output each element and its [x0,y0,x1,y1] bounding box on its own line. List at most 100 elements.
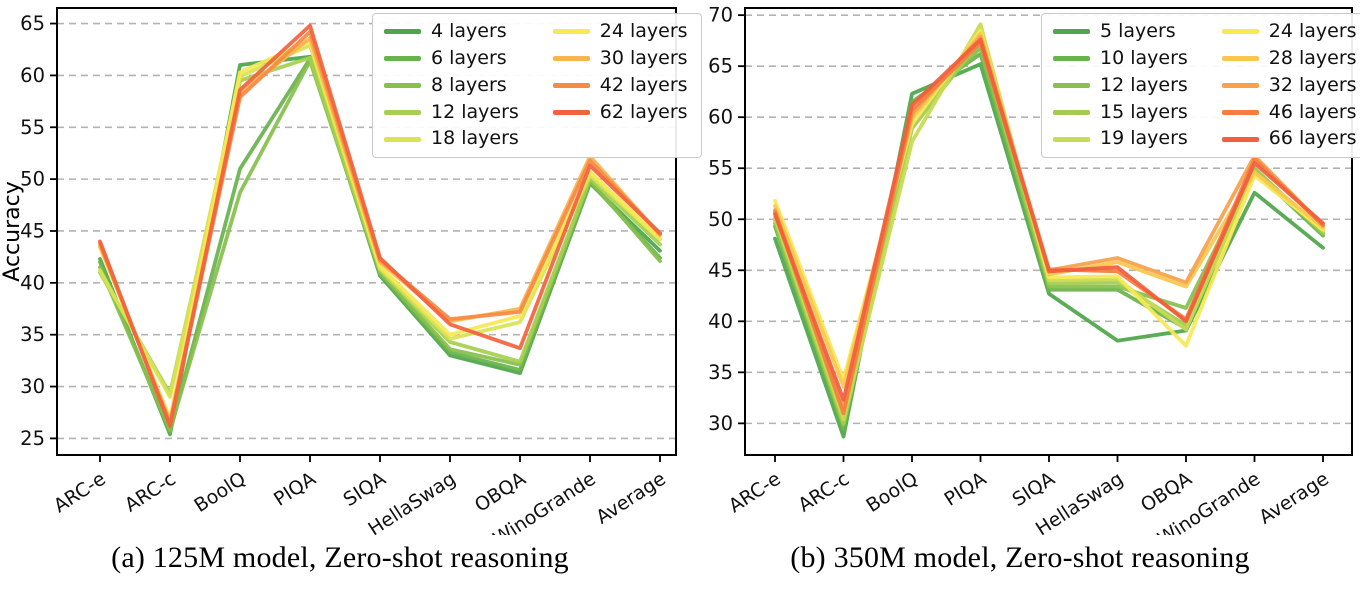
x-axis-tick-label: BoolQ [190,468,249,517]
chart-b: 30 35 40 45 50 55 60 65 70 ARC-e ARC-c BoolQ PIQA SIQ… [680,0,1360,595]
legend-item-8-layers: 8 layers [384,73,519,97]
legend-label: 12 layers [1100,73,1188,96]
y-axis-tick-label: 70 [708,4,733,27]
legend-item-66-layers: 66 layers [1221,127,1357,150]
y-axis-tick-label: 30 [708,412,733,435]
legend-item-12-layers: 12 layers [384,100,519,124]
legend-swatch [384,83,421,89]
chart-a-plot: 25 30 35 40 45 50 55 60 65 ARC-e ARC-c BoolQ PIQA SIQ… [0,7,677,535]
series-line-62-layers [98,23,662,428]
legend-item-6-layers: 6 layers [384,46,519,70]
y-axis-tick-label: 60 [20,64,45,87]
chart-a-caption: (a) 125M model, Zero-shot reasoning [111,541,569,574]
legend-item-5-layers: 5 layers [1053,20,1188,43]
legend-item-46-layers: 46 layers [1221,100,1357,124]
legend-label: 30 layers [599,46,688,69]
series-line-19-layers [773,22,1325,422]
legend-label: 5 layers [1100,20,1176,42]
legend-label: 8 layers [431,73,507,96]
y-axis-tick-label: 55 [708,157,733,180]
legend-label: 46 layers [1268,100,1357,123]
legend-item-19-layers: 19 layers [1053,128,1188,150]
legend-swatch [384,29,421,35]
legend-swatch [1221,83,1259,89]
y-axis-tick-label: 60 [708,106,733,129]
y-axis-tick-label: 25 [20,427,45,450]
legend-item-62-layers: 62 layers [552,100,688,124]
legend-swatch [552,83,590,89]
chart-b-plot: 30 35 40 45 50 55 60 65 70 ARC-e ARC-c BoolQ PIQA SIQ… [708,4,1353,535]
y-axis-tick-label: 35 [20,323,45,346]
y-axis-tick-label: 35 [708,361,733,384]
x-axis-tick-label: Average [592,468,669,529]
chart-b-legend: 5 layers 10 layers 12 layers 15 layers 19 la… [1041,13,1360,159]
legend-swatch [1053,136,1090,142]
legend-item-10-layers: 10 layers [1053,46,1188,70]
x-axis-tick-label: Average [1255,468,1332,529]
y-axis-tick-label: 40 [708,310,733,333]
x-axis-tick-label: ARC-e [725,468,785,518]
x-axis-tick-label: ARC-c [121,468,180,517]
legend-swatch [1221,29,1259,35]
legend-item-15-layers: 15 layers [1053,100,1188,124]
legend-item-42-layers: 42 layers [552,73,688,97]
legend-swatch [1053,29,1090,35]
y-axis-title: Accuracy [0,181,25,281]
x-axis-tick-label: SIQA [339,468,389,511]
legend-swatch [1053,83,1090,89]
x-axis-tick-label: SIQA [1008,468,1058,511]
legend-swatch [1053,56,1090,62]
y-axis-tick-label: 50 [708,208,733,231]
legend-label: 24 layers [599,20,688,42]
legend-swatch [384,56,421,62]
chart-a-legend: 4 layers 6 layers 8 layers 12 layers 18 laye… [372,13,702,159]
legend-label: 18 layers [431,127,519,150]
legend-item-32-layers: 32 layers [1221,73,1357,97]
legend-item-28-layers: 28 layers [1221,46,1357,70]
y-axis-tick-label: 65 [20,12,45,35]
y-axis-tick-label: 65 [708,55,733,78]
legend-label: 4 layers [431,20,507,42]
y-axis-tick-label: 45 [20,219,45,242]
series-line-66-layers [773,37,1325,402]
legend-swatch [384,136,421,142]
legend-label: 66 layers [1268,127,1357,150]
y-axis-tick-label: 40 [20,271,45,294]
legend-item-18-layers: 18 layers [384,128,519,150]
legend-label: 24 layers [1268,20,1357,42]
legend-item-12-layers: 12 layers [1053,73,1188,97]
legend-item-24-layers: 24 layers [1221,20,1357,43]
x-axis-tick-label: OBQA [471,468,530,517]
legend-label: 42 layers [599,73,688,96]
legend-label: 28 layers [1268,46,1357,69]
legend-item-4-layers: 4 layers [384,20,519,43]
legend-swatch [1221,109,1259,115]
x-axis-tick-label: BoolQ [862,468,921,517]
legend-swatch [384,109,421,115]
y-axis-tick-label: 30 [20,375,45,398]
legend-swatch [1053,109,1090,115]
y-axis-tick-label: 50 [20,168,45,191]
x-axis-tick-label: ARC-e [50,468,110,518]
y-axis-tick-label: 45 [708,259,733,282]
x-axis-tick-label: PIQA [940,468,990,511]
legend-label: 10 layers [1100,46,1188,69]
legend-item-24-layers: 24 layers [552,20,688,43]
legend-label: 19 layers [1100,127,1188,150]
legend-swatch [1221,136,1259,142]
legend-label: 12 layers [431,100,519,123]
chart-b-caption: (b) 350M model, Zero-shot reasoning [790,541,1250,574]
legend-label: 62 layers [599,100,688,123]
legend-label: 32 layers [1268,73,1357,96]
legend-swatch [552,109,590,115]
y-axis-tick-label: 55 [20,116,45,139]
legend-item-30-layers: 30 layers [552,46,688,70]
chart-a: 25 30 35 40 45 50 55 60 65 ARC-e ARC-c BoolQ PIQA SIQ… [0,7,702,574]
legend-label: 6 layers [431,46,507,69]
legend-swatch [552,29,590,35]
x-axis-tick-label: ARC-c [794,468,853,517]
legend-swatch [552,56,590,62]
legend-swatch [1221,56,1259,62]
legend-label: 15 layers [1100,100,1188,123]
